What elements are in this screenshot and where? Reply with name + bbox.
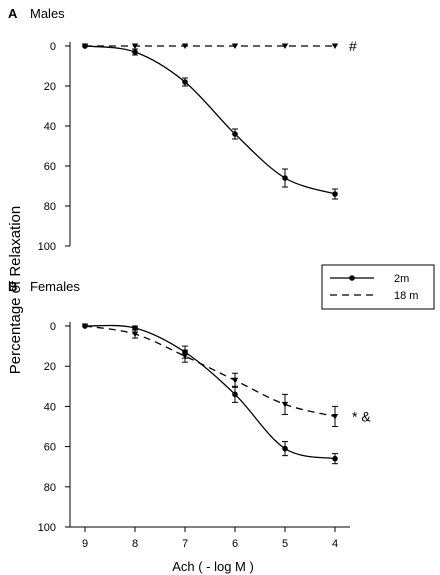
data-point <box>331 413 339 420</box>
legend-marker <box>349 275 355 281</box>
data-point <box>232 391 238 398</box>
legend: 2m 18 m <box>321 264 435 310</box>
data-point <box>282 175 288 181</box>
data-point <box>281 401 289 408</box>
x-tick-label: 7 <box>182 538 188 550</box>
panel-label: A <box>8 6 18 21</box>
panel-A: A Males 0 20 40 60 80 100 # <box>8 6 357 253</box>
panel-title: Females <box>30 279 80 294</box>
y-tick-label: 100 <box>38 522 56 534</box>
data-point <box>81 323 89 329</box>
y-tick-label: 60 <box>44 161 56 173</box>
data-point <box>131 331 139 338</box>
x-tick-label: 5 <box>282 538 288 550</box>
data-point <box>131 43 139 49</box>
series-line <box>84 325 336 418</box>
series-2m <box>82 323 338 465</box>
data-point <box>231 43 239 49</box>
y-axis-label: Percentage of Relaxation <box>7 206 24 374</box>
legend-label: 2m <box>394 273 409 285</box>
y-tick-label: 40 <box>44 401 56 413</box>
significance-annotation: # <box>349 38 357 54</box>
data-point <box>182 79 188 85</box>
data-point <box>181 43 189 49</box>
data-point <box>282 445 288 452</box>
y-tick-label: 0 <box>50 41 56 53</box>
y-tick-label: 20 <box>44 81 56 93</box>
y-tick-label: 20 <box>44 361 56 373</box>
legend-label: 18 m <box>394 290 418 302</box>
series-line <box>84 45 336 195</box>
data-point <box>132 325 138 331</box>
x-tick-label: 6 <box>232 538 238 550</box>
data-point <box>281 43 289 49</box>
significance-annotation: * & <box>352 408 371 424</box>
panel-label: B <box>8 279 17 294</box>
data-point <box>332 455 338 462</box>
data-point <box>132 49 138 55</box>
series-line <box>84 324 336 460</box>
data-point <box>332 191 338 197</box>
series-2m <box>82 43 338 200</box>
series-18m <box>81 323 339 427</box>
y-tick-label: 80 <box>44 201 56 213</box>
y-tick-label: 60 <box>44 442 56 454</box>
x-tick-label: 4 <box>332 538 338 550</box>
legend-entry: 18 m <box>330 290 418 302</box>
y-tick-label: 100 <box>38 241 56 253</box>
data-point <box>331 43 339 49</box>
y-tick-label: 80 <box>44 482 56 494</box>
data-point <box>81 43 89 49</box>
panel-B: B Females 0 20 40 60 80 100 9 8 7 6 5 4 * & <box>8 279 371 550</box>
panels: A Males 0 20 40 60 80 100 # B Females 0 20 40 60 80 100 9… <box>8 6 371 550</box>
data-point <box>232 131 238 137</box>
y-tick-label: 0 <box>50 321 56 333</box>
series-18m <box>81 43 339 49</box>
data-point <box>231 377 239 384</box>
x-tick-label: 8 <box>132 538 138 550</box>
legend-entry: 2m <box>330 273 409 285</box>
data-point <box>181 353 189 360</box>
y-tick-label: 40 <box>44 121 56 133</box>
x-tick-label: 9 <box>82 538 88 550</box>
legend-box <box>321 264 435 310</box>
panel-title: Males <box>30 6 65 21</box>
x-axis-label: Ach ( - log M ) <box>172 559 254 574</box>
